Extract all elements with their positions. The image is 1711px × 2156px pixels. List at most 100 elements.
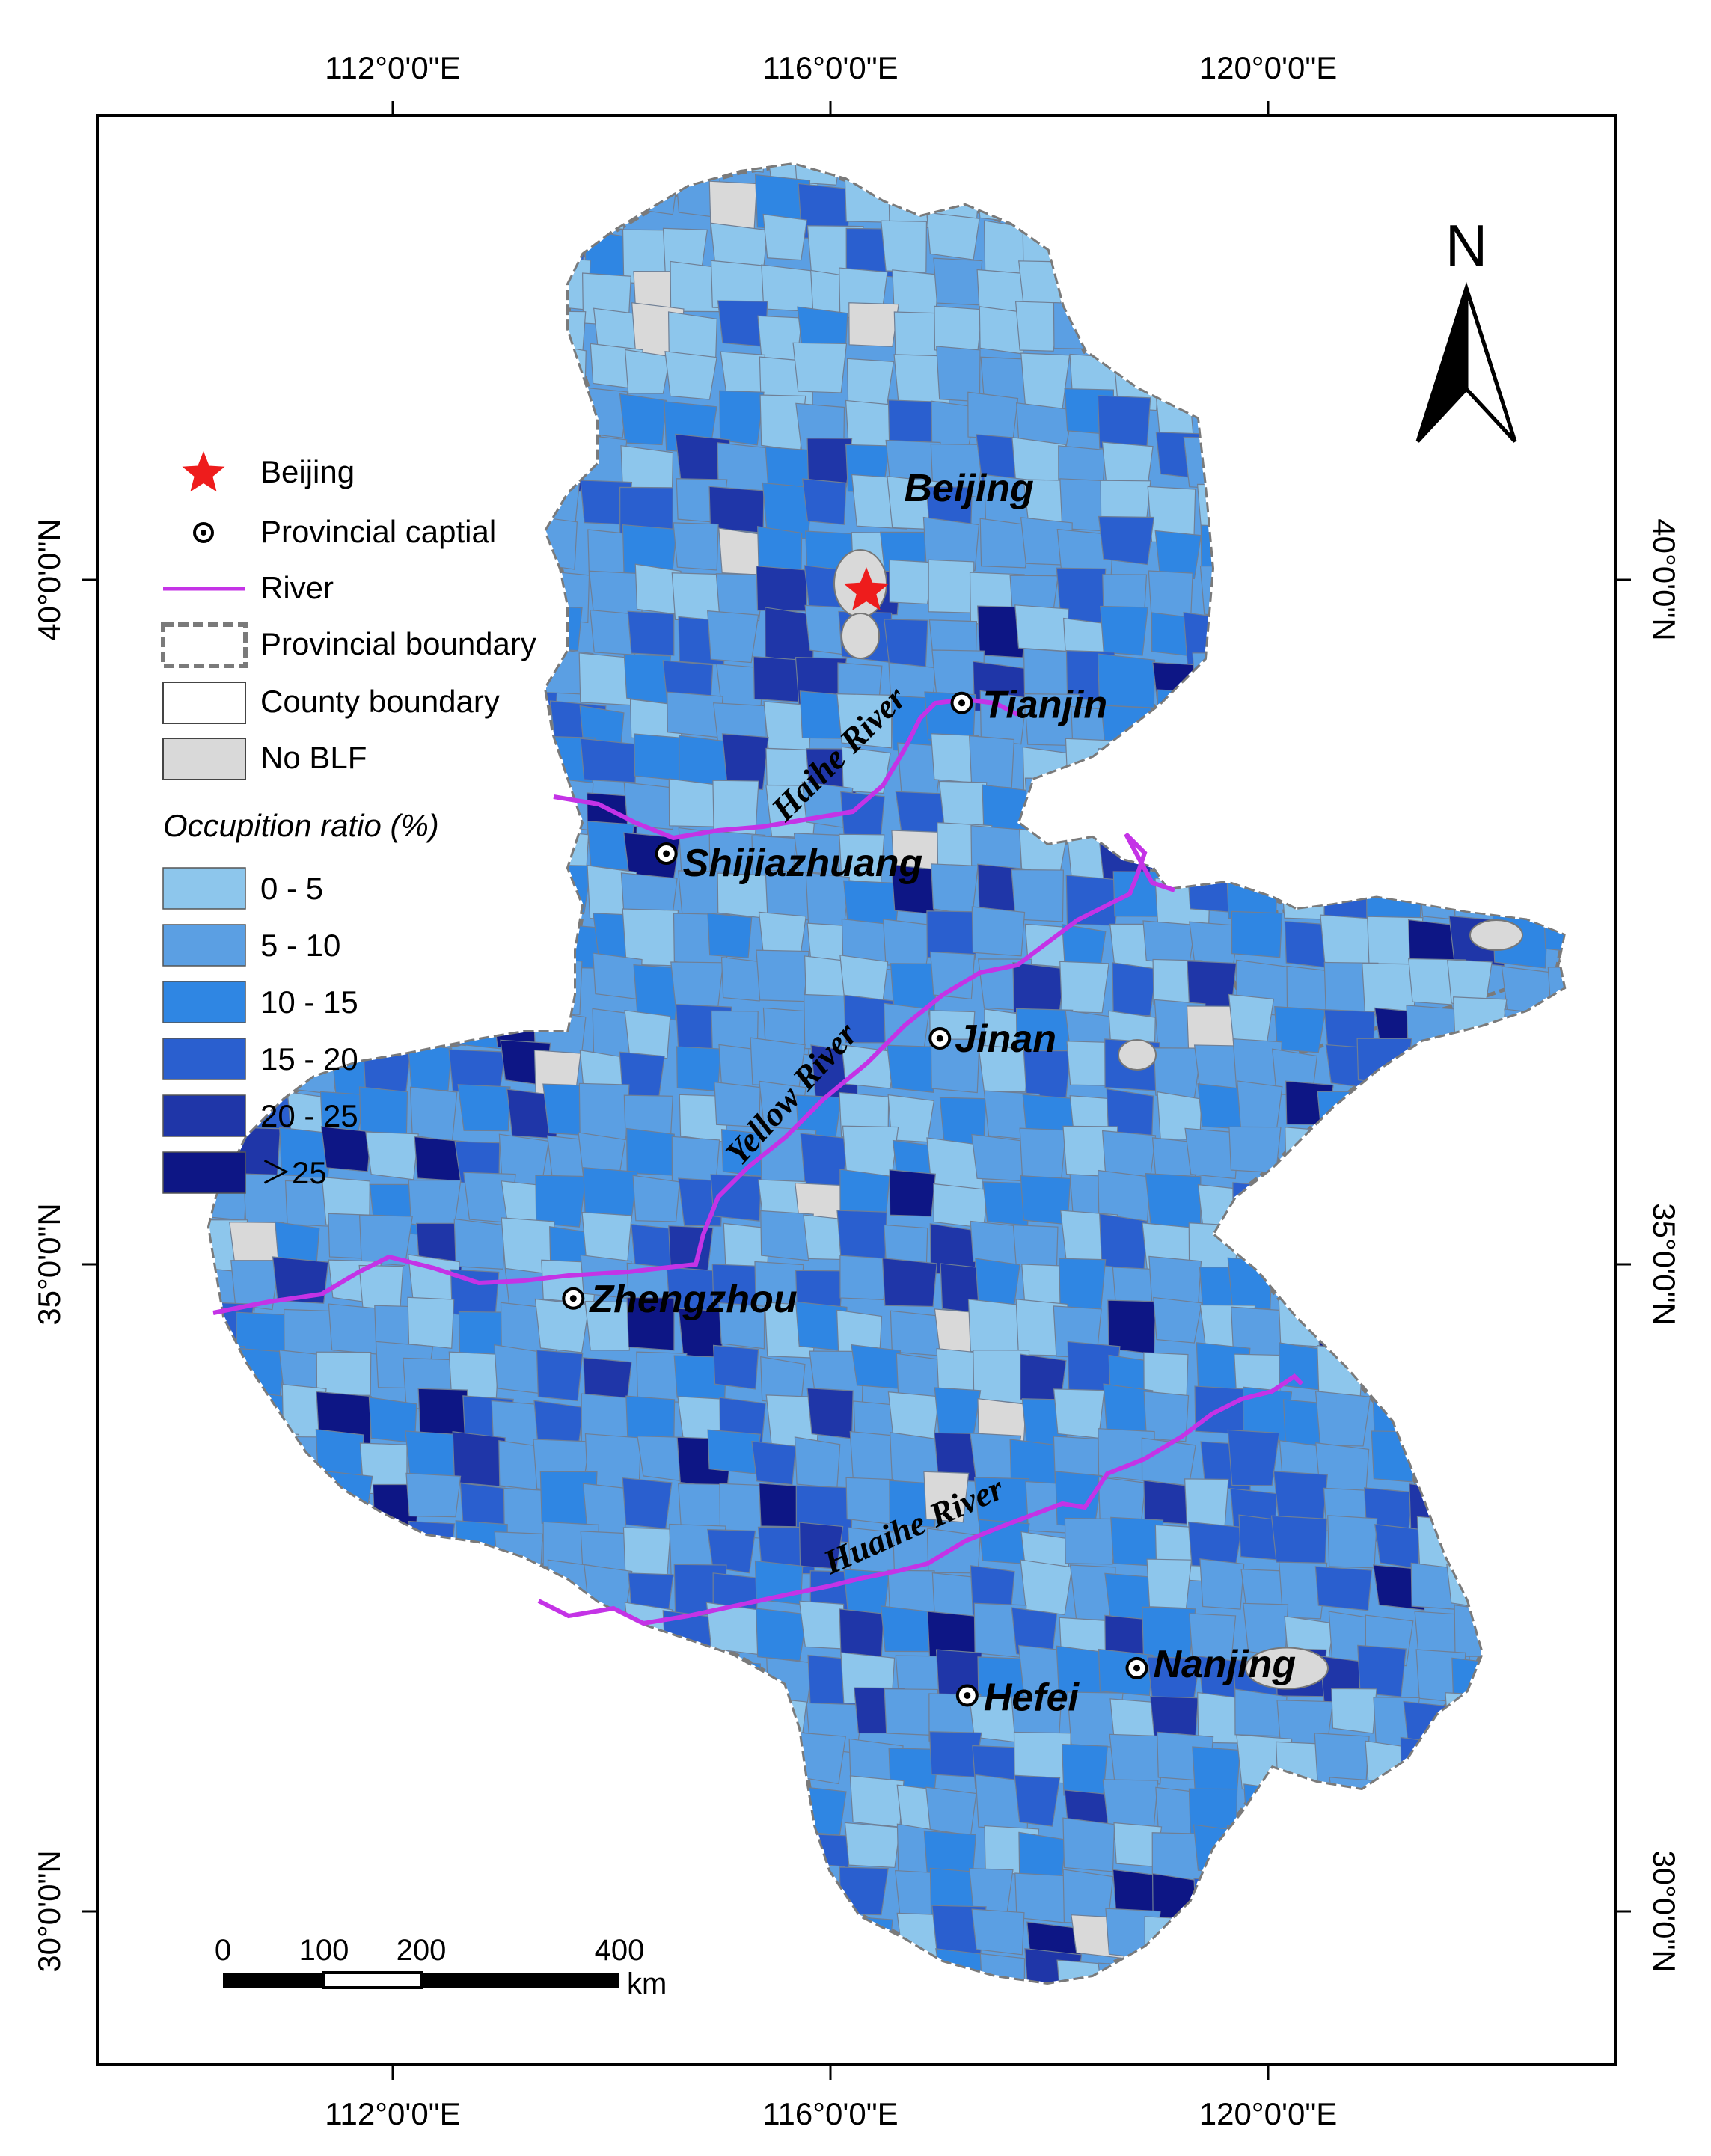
legend-class-label: 15 - 20 (260, 1041, 358, 1077)
legend-ratio-classes: 0 - 5 5 - 10 10 - 15 15 - 20 20 - 25 ＞25 (162, 867, 358, 1194)
county-polygon (536, 1349, 584, 1402)
no-blf-area (1469, 919, 1523, 951)
county-polygon (284, 1308, 337, 1357)
county-polygon (928, 559, 975, 613)
county-polygon (971, 906, 1026, 957)
county-polygon (707, 1528, 756, 1574)
county-polygon (806, 1388, 854, 1439)
county-polygon (1109, 1733, 1166, 1785)
county-polygon (1231, 910, 1283, 958)
county-polygon (934, 1387, 982, 1437)
county-polygon (881, 1257, 937, 1308)
capital-dot (964, 1691, 971, 1699)
county-polygon (534, 1298, 590, 1353)
legend-label-county-boundary: County boundary (260, 684, 500, 719)
north-arrow: N (1415, 212, 1517, 443)
legend-county-boundary-icon (162, 682, 246, 724)
bottom-tick-116: 116°0'0"E (762, 2096, 898, 2131)
county-polygon (971, 1908, 1025, 1956)
county-polygon (720, 351, 766, 398)
county-polygon (632, 1175, 680, 1222)
county-polygon (798, 1522, 844, 1569)
county-polygon (1099, 1213, 1148, 1271)
county-polygon (1184, 1127, 1240, 1180)
county-polygon (839, 1608, 884, 1658)
county-polygon (1053, 1388, 1105, 1439)
county-polygon (365, 1131, 419, 1180)
scale-tick-200: 200 (397, 1934, 447, 1967)
county-polygon (1153, 1047, 1202, 1100)
county-polygon (626, 1296, 675, 1351)
left-tick-30n: 30°0'0"N (31, 1850, 67, 1973)
county-polygon (798, 1600, 845, 1650)
city-label: Hefei (984, 1676, 1080, 1719)
top-tick-120: 120°0'0"E (1199, 50, 1338, 85)
county-polygon (1274, 1005, 1326, 1053)
county-polygon (710, 1174, 762, 1222)
county-polygon (634, 733, 687, 781)
legend-class-label: 20 - 25 (260, 1098, 358, 1133)
county-polygon (316, 1351, 372, 1396)
legend-star-icon (182, 451, 225, 492)
county-polygon (933, 1183, 988, 1229)
county-polygon (707, 1429, 762, 1474)
county-polygon (673, 522, 719, 571)
county-polygon (1062, 1817, 1115, 1872)
county-polygon (457, 1084, 511, 1132)
county-polygon (626, 1127, 675, 1176)
bottom-tick-120: 120°0'0"E (1199, 2096, 1338, 2131)
county-polygon (587, 821, 635, 871)
graticule-ticks (82, 101, 1631, 2080)
county-polygon (1153, 1296, 1202, 1344)
legend-provincial-boundary-icon (161, 622, 248, 668)
county-polygon (1314, 1391, 1371, 1447)
legend-class-label: ＞25 (260, 1155, 327, 1190)
county-polygon (977, 605, 1027, 658)
county-polygon (637, 1436, 685, 1482)
county-polygon (751, 1440, 797, 1486)
legend-class-swatch (162, 867, 246, 910)
city-label: Nanjing (1154, 1643, 1297, 1686)
county-polygon (622, 1477, 673, 1530)
top-tick-112: 112°0'0"E (325, 50, 460, 85)
county-polygon (1014, 604, 1069, 652)
legend-no-blf-icon (162, 738, 246, 780)
county-polygon (452, 1431, 506, 1488)
city-layer: Beijing Tianjin Shijiazhuang Jinan Zhengzhou… (562, 467, 1297, 1719)
county-polygon (578, 652, 631, 706)
legend-class-swatch (162, 1038, 246, 1080)
county-polygon (1314, 1566, 1373, 1611)
county-polygon (320, 1126, 372, 1172)
county-polygon (1059, 1258, 1107, 1310)
no-blf-area (841, 613, 880, 659)
county-polygon (1146, 1558, 1193, 1609)
county-polygon (926, 910, 983, 960)
capital-dot (958, 699, 965, 707)
scale-bar-segment-200-400 (421, 1973, 619, 1988)
capital-dot (663, 850, 670, 857)
county-polygon (1097, 395, 1151, 451)
county-polygon (1331, 1688, 1377, 1734)
county-polygon (664, 351, 717, 400)
county-polygon (1056, 1959, 1104, 1982)
county-polygon (978, 1044, 1029, 1093)
legend-class-label: 10 - 15 (260, 984, 358, 1020)
county-polygon (923, 1471, 970, 1523)
scale-bar-segment-0-100 (223, 1973, 324, 1988)
yellow-river-line (212, 832, 1175, 1315)
county-polygon (1142, 920, 1196, 967)
county-polygon (633, 964, 681, 1021)
county-polygon (535, 1175, 587, 1228)
county-polygon (1143, 1391, 1190, 1442)
county-polygon (1112, 962, 1157, 1017)
county-polygon (756, 566, 808, 612)
county-polygon (1236, 1080, 1283, 1131)
county-polygon (930, 1038, 980, 1094)
left-tick-40n: 40°0'0"N (31, 518, 67, 641)
county-polygon (272, 1256, 329, 1304)
legend-class-label: 0 - 5 (260, 871, 323, 906)
county-polygon (1059, 961, 1109, 1014)
county-polygon (407, 1296, 455, 1349)
county-polygon (624, 349, 671, 394)
right-tick-30n: 30°0'0"N (1647, 1850, 1682, 1973)
